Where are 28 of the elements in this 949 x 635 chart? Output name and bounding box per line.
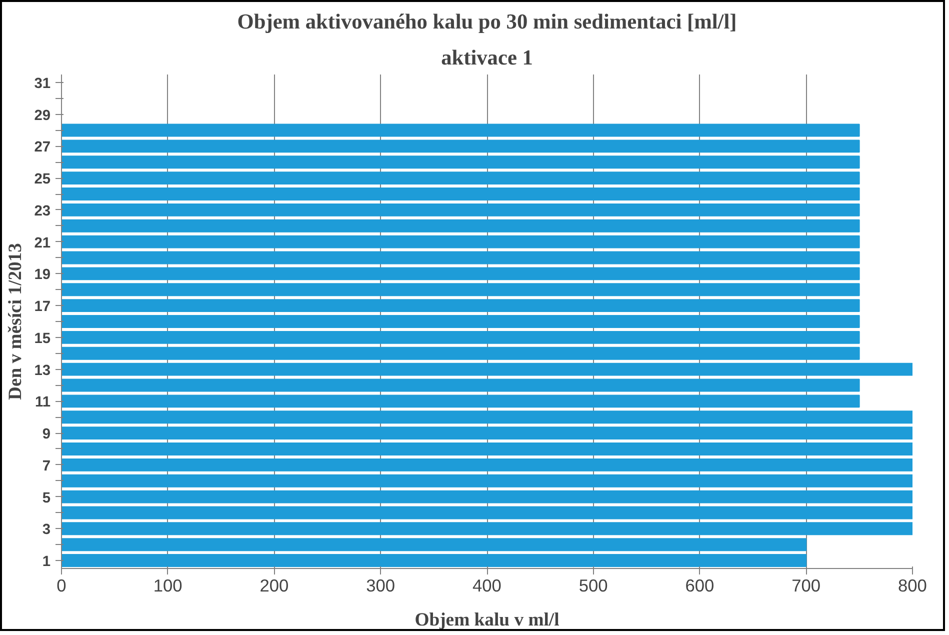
- y-tick-label: 23: [34, 203, 51, 220]
- y-tick-label: 25: [34, 172, 51, 188]
- y-tick-label: 27: [34, 140, 51, 156]
- y-tick-label: 31: [34, 76, 51, 92]
- y-tick-label: 1: [42, 554, 51, 570]
- x-tick-label: 400: [472, 576, 502, 596]
- x-tick-label: 200: [260, 576, 289, 596]
- y-tick-label: 3: [42, 522, 51, 538]
- x-tick-label: 100: [153, 576, 182, 596]
- y-tick-label: 15: [34, 330, 51, 347]
- chart-subtitle: aktivace 1: [441, 46, 533, 70]
- x-tick-label: 600: [685, 576, 714, 596]
- y-tick-label: 17: [34, 299, 51, 316]
- y-tick-label: 13: [34, 362, 51, 379]
- y-tick-label: 7: [42, 458, 51, 474]
- y-tick-label: 29: [34, 108, 51, 124]
- y-tick-label: 21: [34, 235, 51, 252]
- x-tick-label: 0: [56, 576, 66, 596]
- x-tick-label: 800: [898, 576, 927, 596]
- chart-title: Objem aktivovaného kalu po 30 min sedimentaci [ml/l]: [237, 10, 737, 34]
- y-axis-title: Den v měsíci 1/2013: [5, 242, 26, 400]
- y-tick-label: 9: [42, 426, 51, 443]
- y-tick-label: 19: [34, 267, 51, 284]
- x-tick-label: 500: [578, 576, 608, 596]
- y-tick-label: 5: [42, 490, 51, 506]
- y-tick-label: 11: [35, 394, 51, 411]
- x-tick-label: 700: [792, 576, 821, 596]
- x-tick-label: 300: [366, 576, 396, 596]
